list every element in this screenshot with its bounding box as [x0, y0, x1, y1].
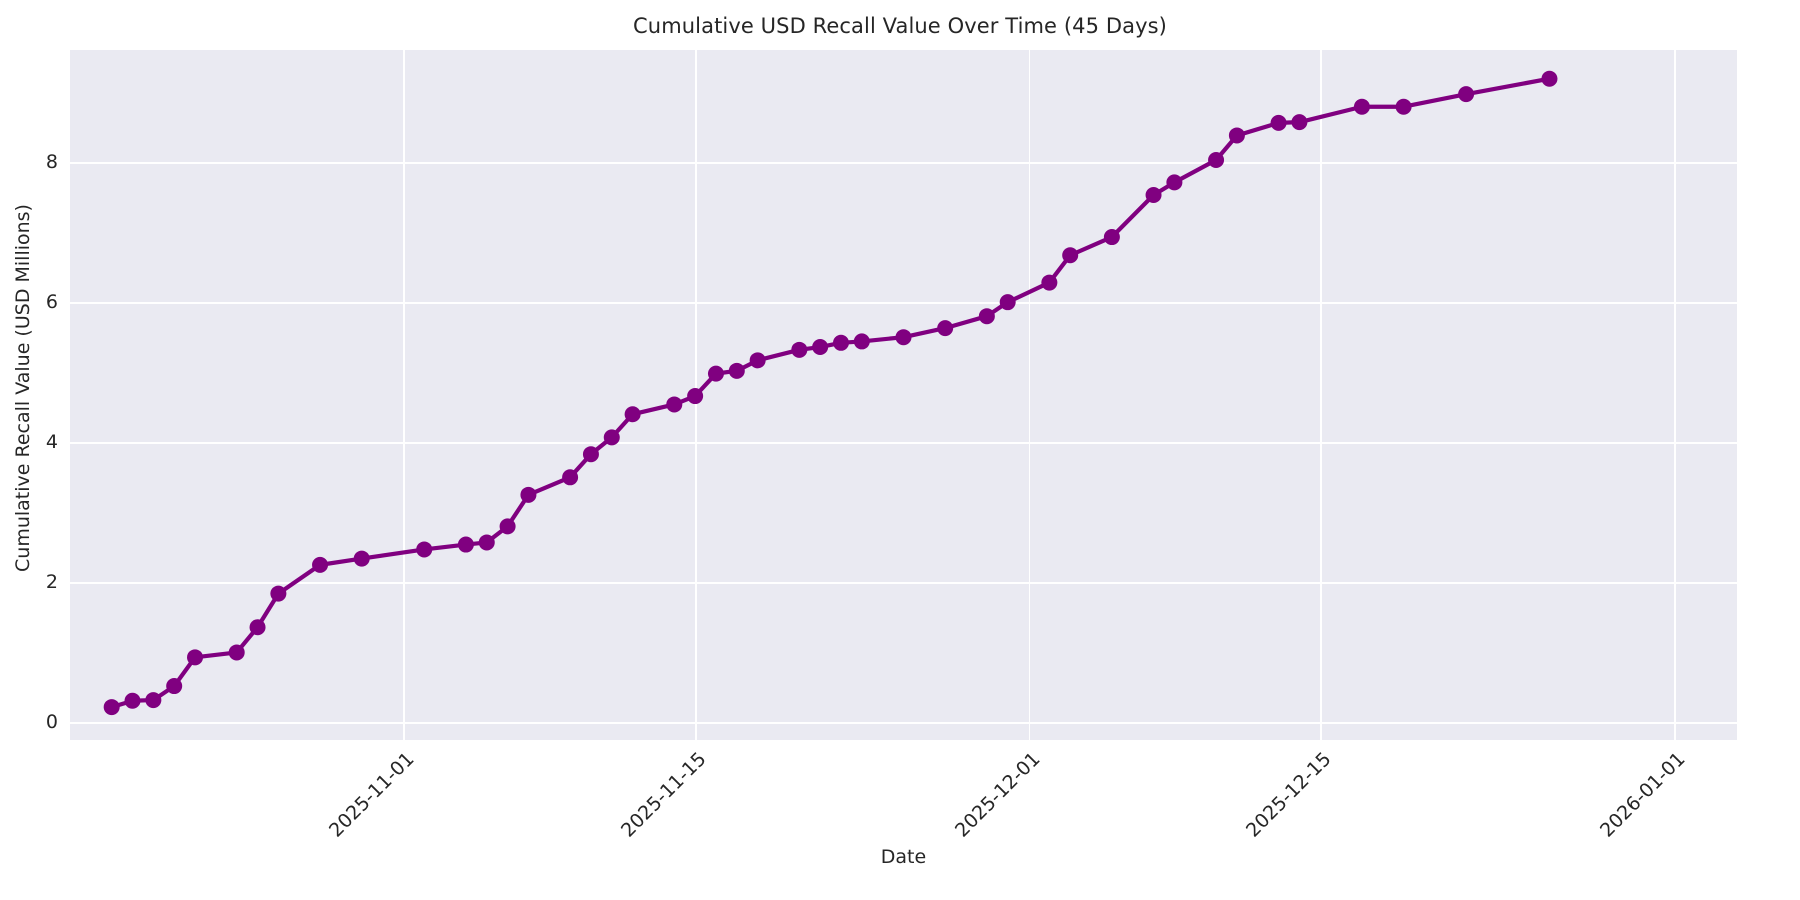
x-axis-label: Date: [880, 846, 927, 868]
data-point-marker: [749, 352, 766, 369]
data-point-marker: [249, 619, 266, 636]
data-point-marker: [499, 518, 516, 535]
gridline-y-3: [70, 302, 1737, 304]
data-point-marker: [978, 308, 995, 325]
data-point-marker: [687, 388, 704, 405]
gridline-y-2: [70, 442, 1737, 444]
data-point-marker: [1458, 86, 1475, 103]
data-point-marker: [312, 556, 329, 573]
y-tick-label: 4: [45, 431, 58, 454]
data-point-marker: [166, 678, 183, 695]
data-point-marker: [1228, 127, 1245, 144]
gridline-y-0: [70, 722, 1737, 725]
data-point-marker: [728, 362, 745, 379]
plot-area: [70, 50, 1737, 740]
y-tick-label: 8: [45, 151, 58, 174]
y-tick-label: 6: [45, 291, 58, 314]
data-point-marker: [895, 329, 912, 346]
data-point-marker: [1166, 174, 1183, 191]
data-point-marker: [853, 333, 870, 350]
data-point-marker: [791, 341, 808, 358]
chart-title: Cumulative USD Recall Value Over Time (4…: [633, 14, 1167, 38]
data-point-marker: [124, 692, 141, 709]
data-point-marker: [103, 699, 120, 716]
data-point-marker: [707, 365, 724, 382]
data-point-marker: [228, 644, 245, 661]
data-point-marker: [1041, 274, 1058, 291]
y-axis-tick-labels: 0 2 4 6 8: [0, 50, 58, 740]
data-point-marker: [1395, 98, 1412, 115]
gridline-y-1: [70, 582, 1737, 584]
data-point-marker: [1541, 70, 1558, 87]
data-point-marker: [562, 469, 579, 486]
data-point-marker: [624, 406, 641, 423]
data-point-marker: [582, 446, 599, 463]
y-tick-label: 0: [45, 711, 58, 734]
gridline-y-4: [70, 162, 1737, 164]
data-point-marker: [145, 692, 162, 709]
data-point-marker: [937, 320, 954, 337]
data-point-marker: [666, 396, 683, 413]
data-point-marker: [1103, 229, 1120, 246]
y-axis-label: Cumulative Recall Value (USD Millions): [12, 204, 34, 572]
line-series-canvas: [103, 70, 1558, 716]
data-point-marker: [478, 534, 495, 551]
data-point-marker: [999, 294, 1016, 311]
data-point-marker: [187, 649, 204, 666]
data-point-marker: [1291, 114, 1308, 131]
gridline-x-0: [403, 50, 405, 740]
data-point-marker: [416, 541, 433, 558]
data-point-marker: [812, 339, 829, 356]
data-point-marker: [1062, 247, 1079, 264]
data-point-marker: [832, 334, 849, 351]
y-tick-label: 2: [45, 571, 58, 594]
data-point-marker: [1353, 98, 1370, 115]
data-point-marker: [603, 429, 620, 446]
data-point-marker: [353, 550, 370, 567]
data-point-marker: [457, 536, 474, 553]
data-point-marker: [1208, 151, 1225, 168]
data-point-marker: [1145, 187, 1162, 204]
data-point-marker: [270, 585, 287, 602]
series-line: [109, 76, 1552, 710]
gridline-x-4: [1674, 50, 1677, 740]
gridline-x-2: [1028, 50, 1031, 740]
gridline-x-3: [1320, 50, 1322, 740]
data-point-marker: [1270, 114, 1287, 131]
data-point-marker: [520, 486, 537, 503]
